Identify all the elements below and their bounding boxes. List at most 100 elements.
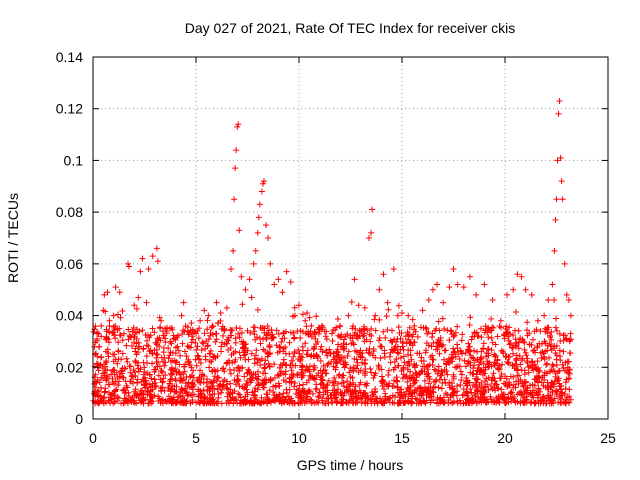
noise-marker xyxy=(245,366,252,373)
noise-marker xyxy=(304,309,311,316)
noise-marker xyxy=(467,314,474,321)
noise-marker xyxy=(556,347,563,354)
noise-marker xyxy=(306,314,313,321)
noise-marker xyxy=(299,347,306,354)
noise-marker xyxy=(338,392,345,399)
noise-marker xyxy=(340,361,347,368)
data-point xyxy=(228,266,235,273)
noise-marker xyxy=(297,358,304,365)
noise-marker xyxy=(114,393,121,400)
data-point xyxy=(429,286,436,293)
noise-marker xyxy=(185,391,192,398)
noise-marker xyxy=(518,367,525,374)
noise-marker xyxy=(343,341,350,348)
data-point xyxy=(234,123,241,130)
noise-marker xyxy=(567,330,574,337)
noise-marker xyxy=(325,400,332,407)
data-point xyxy=(112,284,119,291)
noise-marker xyxy=(501,332,508,339)
noise-marker xyxy=(172,389,179,396)
noise-marker xyxy=(467,361,474,368)
noise-marker xyxy=(135,349,142,356)
noise-marker xyxy=(320,362,327,369)
noise-marker xyxy=(248,350,255,357)
noise-marker xyxy=(129,328,136,335)
data-point xyxy=(283,268,290,275)
noise-marker xyxy=(459,331,466,338)
noise-marker xyxy=(494,398,501,405)
noise-marker xyxy=(271,374,278,381)
noise-marker xyxy=(541,353,548,360)
noise-marker xyxy=(168,399,175,406)
noise-marker xyxy=(507,390,514,397)
data-point xyxy=(106,317,113,324)
noise-marker xyxy=(364,395,371,402)
noise-marker xyxy=(157,324,164,331)
data-point xyxy=(193,330,199,337)
x-tick-label: 25 xyxy=(600,430,616,446)
noise-marker xyxy=(282,361,289,368)
noise-marker xyxy=(478,379,485,386)
noise-marker xyxy=(484,381,491,388)
noise-marker xyxy=(196,379,203,386)
noise-marker xyxy=(281,335,288,342)
noise-marker xyxy=(525,363,532,370)
noise-marker xyxy=(208,358,215,365)
noise-marker xyxy=(223,399,230,406)
noise-marker xyxy=(251,331,258,338)
data-point xyxy=(518,273,525,280)
noise-marker xyxy=(507,373,514,380)
noise-marker xyxy=(420,358,427,365)
noise-marker xyxy=(265,350,272,357)
noise-marker xyxy=(524,384,531,391)
noise-marker xyxy=(155,372,162,379)
noise-marker xyxy=(340,340,347,347)
noise-marker xyxy=(91,380,98,387)
noise-marker xyxy=(365,349,372,356)
noise-marker xyxy=(422,400,429,407)
noise-marker xyxy=(257,362,264,369)
noise-marker xyxy=(112,322,119,329)
noise-marker xyxy=(232,356,239,363)
noise-marker xyxy=(421,397,428,404)
noise-marker xyxy=(215,374,222,381)
noise-marker xyxy=(95,330,102,337)
noise-marker xyxy=(130,324,137,331)
noise-marker xyxy=(212,338,219,345)
noise-marker xyxy=(493,381,500,388)
noise-marker xyxy=(135,368,142,375)
noise-marker xyxy=(565,369,572,376)
noise-marker xyxy=(260,398,267,405)
data-point xyxy=(563,291,570,298)
noise-marker xyxy=(333,360,340,367)
noise-marker xyxy=(171,388,178,395)
noise-marker xyxy=(242,393,249,400)
noise-marker xyxy=(319,377,326,384)
noise-marker xyxy=(109,375,116,382)
noise-marker xyxy=(424,391,431,398)
noise-marker xyxy=(239,364,246,371)
noise-marker xyxy=(318,343,325,350)
noise-marker xyxy=(273,394,280,401)
noise-marker xyxy=(359,333,366,340)
data-point xyxy=(561,260,568,267)
noise-marker xyxy=(488,335,495,342)
plot-frame xyxy=(92,56,609,420)
noise-marker xyxy=(378,398,385,405)
noise-marker xyxy=(142,331,149,338)
noise-marker xyxy=(524,359,531,366)
noise-marker xyxy=(291,304,298,311)
noise-marker xyxy=(177,371,184,378)
noise-marker xyxy=(492,341,499,348)
noise-marker xyxy=(338,331,345,338)
data-point xyxy=(555,110,562,117)
noise-marker xyxy=(119,374,126,381)
noise-marker xyxy=(485,387,492,394)
noise-marker xyxy=(153,382,160,389)
noise-marker xyxy=(134,376,141,383)
noise-marker xyxy=(119,350,126,357)
noise-marker xyxy=(467,386,474,393)
noise-marker xyxy=(276,364,283,371)
data-point xyxy=(231,196,238,203)
noise-marker xyxy=(261,384,268,391)
